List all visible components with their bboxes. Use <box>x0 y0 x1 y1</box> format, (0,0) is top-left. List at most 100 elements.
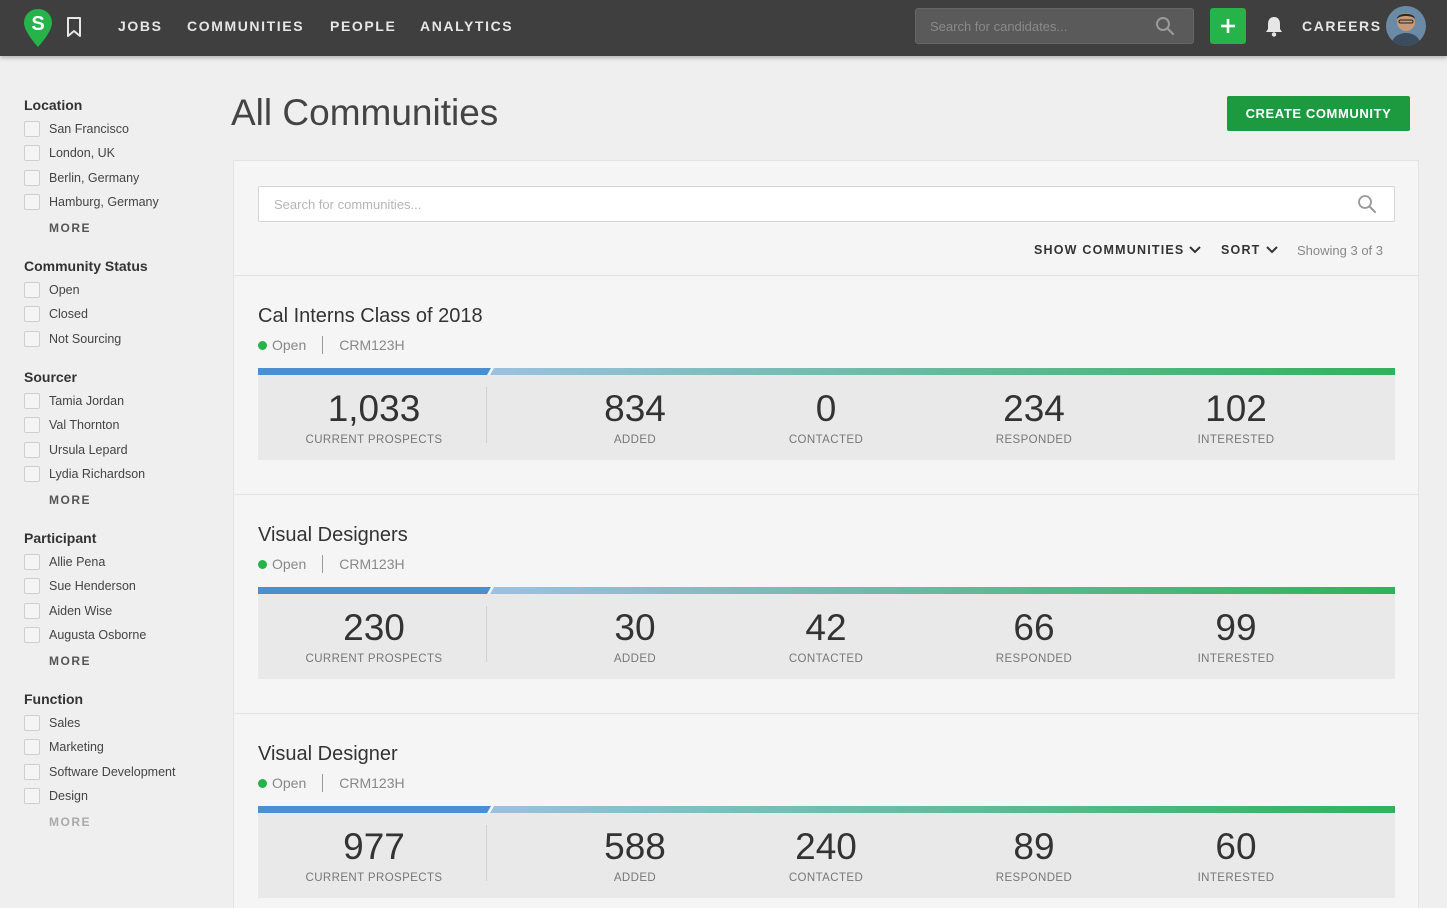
checkbox[interactable] <box>24 603 40 619</box>
stat-value: 834 <box>604 388 666 429</box>
stat-value: 977 <box>343 826 405 867</box>
filter-option[interactable]: Closed <box>24 305 88 323</box>
filter-option[interactable]: Berlin, Germany <box>24 169 139 187</box>
checkbox[interactable] <box>24 331 40 347</box>
filter-option[interactable]: San Francisco <box>24 120 129 138</box>
filter-title-sourcer: Sourcer <box>24 369 77 385</box>
bookmark-icon[interactable] <box>66 16 82 38</box>
more-link-sourcer[interactable]: MORE <box>49 493 91 507</box>
nav-analytics[interactable]: ANALYTICS <box>420 18 514 34</box>
checkbox[interactable] <box>24 788 40 804</box>
bell-icon[interactable] <box>1264 15 1284 37</box>
pipeline-progress-bar <box>258 806 1395 813</box>
nav-jobs[interactable]: JOBS <box>118 18 163 34</box>
checkbox[interactable] <box>24 145 40 161</box>
community-name[interactable]: Visual Designers <box>258 524 408 546</box>
stat-added[interactable]: 834 ADDED <box>535 375 735 446</box>
filter-title-participant: Participant <box>24 530 97 546</box>
more-link-location[interactable]: MORE <box>49 221 91 235</box>
checkbox[interactable] <box>24 306 40 322</box>
separator <box>322 555 324 573</box>
stat-responded[interactable]: 89 RESPONDED <box>934 813 1134 884</box>
checkbox[interactable] <box>24 764 40 780</box>
show-communities-dropdown[interactable]: SHOW COMMUNITIES <box>1034 243 1202 257</box>
careers-link[interactable]: CAREERS <box>1302 18 1382 34</box>
checkbox[interactable] <box>24 121 40 137</box>
filter-option[interactable]: Sue Henderson <box>24 577 136 595</box>
filter-option[interactable]: Lydia Richardson <box>24 465 145 483</box>
option-label: Augusta Osborne <box>49 628 147 642</box>
filter-option[interactable]: Software Development <box>24 763 175 781</box>
checkbox[interactable] <box>24 466 40 482</box>
filter-option[interactable]: Sales <box>24 714 80 732</box>
status-label: Open <box>272 556 307 572</box>
more-link-function[interactable]: MORE <box>49 815 91 829</box>
filter-option[interactable]: Aiden Wise <box>24 602 112 620</box>
checkbox[interactable] <box>24 194 40 210</box>
page-title: All Communities <box>231 92 499 133</box>
filter-option[interactable]: Val Thornton <box>24 416 119 434</box>
stat-added[interactable]: 30 ADDED <box>535 594 735 665</box>
search-icon[interactable] <box>1357 194 1377 214</box>
option-label: Closed <box>49 307 88 321</box>
more-link-participant[interactable]: MORE <box>49 654 91 668</box>
stat-value: 30 <box>614 607 656 648</box>
community-card: Cal Interns Class of 2018 Open CRM123H 1… <box>258 305 1395 475</box>
stat-interested[interactable]: 99 INTERESTED <box>1136 594 1336 665</box>
checkbox[interactable] <box>24 442 40 458</box>
checkbox[interactable] <box>24 282 40 298</box>
filter-option[interactable]: Marketing <box>24 738 104 756</box>
stat-interested[interactable]: 102 INTERESTED <box>1136 375 1336 446</box>
filter-option[interactable]: Not Sourcing <box>24 330 121 348</box>
filter-option[interactable]: Augusta Osborne <box>24 626 146 644</box>
checkbox[interactable] <box>24 578 40 594</box>
stat-label: INTERESTED <box>1197 653 1275 665</box>
filter-title-function: Function <box>24 691 84 707</box>
sort-label: SORT <box>1221 243 1261 257</box>
stat-contacted[interactable]: 42 CONTACTED <box>726 594 926 665</box>
checkbox[interactable] <box>24 170 40 186</box>
community-name[interactable]: Cal Interns Class of 2018 <box>258 305 483 327</box>
stat-current-prospects[interactable]: 1,033 CURRENT PROSPECTS <box>258 375 490 446</box>
stat-value: 230 <box>343 607 405 648</box>
checkbox[interactable] <box>24 554 40 570</box>
checkbox[interactable] <box>24 393 40 409</box>
community-code: CRM123H <box>339 337 405 353</box>
filter-option[interactable]: Allie Pena <box>24 553 105 571</box>
community-search-input[interactable] <box>258 186 1395 222</box>
filter-option[interactable]: Hamburg, Germany <box>24 193 159 211</box>
stat-current-prospects[interactable]: 230 CURRENT PROSPECTS <box>258 594 490 665</box>
filter-title-location: Location <box>24 97 83 113</box>
filter-option[interactable]: Tamia Jordan <box>24 392 124 410</box>
community-name[interactable]: Visual Designer <box>258 743 398 765</box>
nav-communities[interactable]: COMMUNITIES <box>187 18 305 34</box>
stat-responded[interactable]: 66 RESPONDED <box>934 594 1134 665</box>
stat-label: CURRENT PROSPECTS <box>305 434 443 446</box>
option-label: Tamia Jordan <box>49 394 125 408</box>
checkbox[interactable] <box>24 739 40 755</box>
logo-icon[interactable]: S <box>23 8 53 48</box>
sort-dropdown[interactable]: SORT <box>1221 243 1278 257</box>
checkbox[interactable] <box>24 627 40 643</box>
stat-current-prospects[interactable]: 977 CURRENT PROSPECTS <box>258 813 490 884</box>
filter-option[interactable]: London, UK <box>24 144 115 162</box>
create-community-button[interactable]: CREATE COMMUNITY <box>1227 96 1410 131</box>
checkbox[interactable] <box>24 715 40 731</box>
stat-responded[interactable]: 234 RESPONDED <box>934 375 1134 446</box>
stat-added[interactable]: 588 ADDED <box>535 813 735 884</box>
filter-option[interactable]: Open <box>24 281 80 299</box>
stat-contacted[interactable]: 0 CONTACTED <box>726 375 926 446</box>
candidate-search-input[interactable] <box>915 8 1194 44</box>
nav-people[interactable]: PEOPLE <box>330 18 397 34</box>
show-communities-label: SHOW COMMUNITIES <box>1034 243 1185 257</box>
search-icon[interactable] <box>1155 16 1175 36</box>
chevron-down-icon <box>1189 246 1202 254</box>
avatar[interactable] <box>1386 6 1426 46</box>
stat-contacted[interactable]: 240 CONTACTED <box>726 813 926 884</box>
checkbox[interactable] <box>24 417 40 433</box>
option-label: Software Development <box>49 765 176 779</box>
filter-option[interactable]: Ursula Lepard <box>24 441 128 459</box>
add-button[interactable] <box>1210 8 1246 44</box>
stat-interested[interactable]: 60 INTERESTED <box>1136 813 1336 884</box>
filter-option[interactable]: Design <box>24 787 88 805</box>
